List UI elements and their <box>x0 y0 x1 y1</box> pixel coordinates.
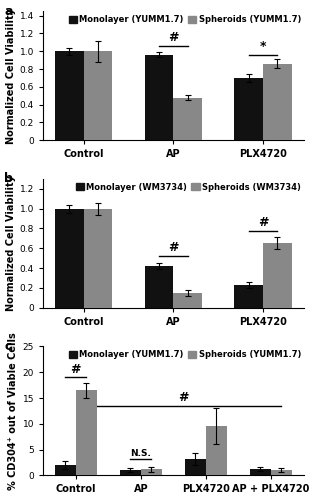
Bar <box>234 285 263 308</box>
Y-axis label: Normalized Cell Viability: Normalized Cell Viability <box>6 176 16 312</box>
Bar <box>76 390 97 476</box>
Bar <box>263 64 292 140</box>
Text: N.S.: N.S. <box>130 449 151 458</box>
Y-axis label: Normalized Cell Viability: Normalized Cell Viability <box>6 8 16 143</box>
Bar <box>271 470 292 476</box>
Text: b: b <box>4 172 13 186</box>
Bar <box>84 208 112 308</box>
Bar <box>250 468 271 475</box>
Bar <box>55 208 84 308</box>
Legend: Monolayer (WM3734), Spheroids (WM3734): Monolayer (WM3734), Spheroids (WM3734) <box>75 182 302 192</box>
Bar <box>234 78 263 140</box>
Text: #: # <box>178 391 189 404</box>
Text: #: # <box>258 216 268 230</box>
Bar <box>185 459 206 475</box>
Legend: Monolayer (YUMM1.7), Spheroids (YUMM1.7): Monolayer (YUMM1.7), Spheroids (YUMM1.7) <box>68 350 302 360</box>
Bar <box>173 293 202 308</box>
Bar <box>141 469 162 476</box>
Text: #: # <box>168 31 178 44</box>
Text: c: c <box>4 340 11 353</box>
Bar <box>84 52 112 140</box>
Text: #: # <box>70 363 81 376</box>
Bar <box>120 470 141 476</box>
Text: a: a <box>4 5 13 18</box>
Bar <box>263 244 292 308</box>
Bar <box>145 55 173 140</box>
Legend: Monolayer (YUMM1.7), Spheroids (YUMM1.7): Monolayer (YUMM1.7), Spheroids (YUMM1.7) <box>68 14 302 25</box>
Text: *: * <box>260 40 266 53</box>
Bar <box>145 266 173 308</box>
Bar <box>206 426 227 476</box>
Bar <box>55 465 76 475</box>
Y-axis label: % CD304⁺ out of Viable Cells: % CD304⁺ out of Viable Cells <box>9 332 18 490</box>
Bar <box>55 52 84 140</box>
Text: #: # <box>168 241 178 254</box>
Bar <box>173 98 202 140</box>
